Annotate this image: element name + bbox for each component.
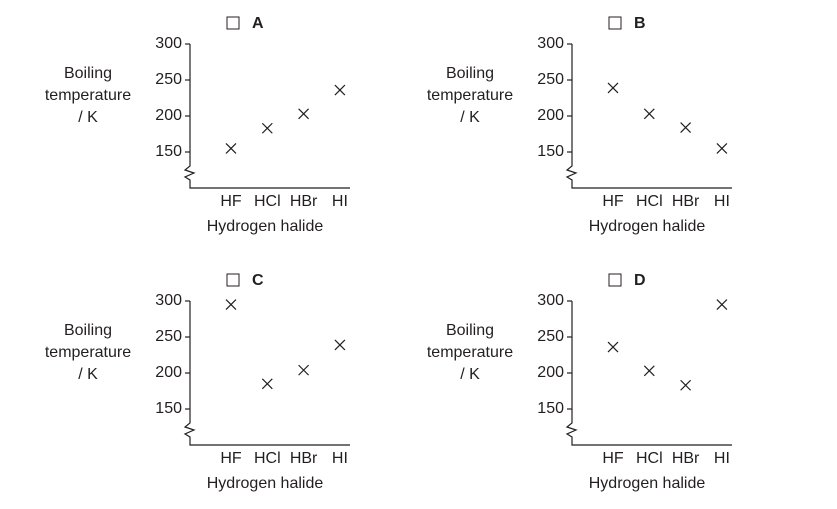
marker bbox=[680, 122, 692, 133]
x-tick-label: HBr bbox=[672, 450, 700, 467]
y-tick-label: 150 bbox=[155, 143, 182, 160]
y-tick-label: 250 bbox=[155, 328, 182, 345]
y-tick-label: 200 bbox=[155, 364, 182, 381]
x-tick-label: HI bbox=[714, 450, 730, 467]
chart-title: B bbox=[634, 15, 646, 32]
x-tick-label: HCl bbox=[636, 450, 663, 467]
x-tick-label: HCl bbox=[254, 193, 281, 210]
y-tick-label: 150 bbox=[537, 143, 564, 160]
y-axis bbox=[183, 301, 350, 446]
y-tick-label: 250 bbox=[155, 71, 182, 88]
x-tick-label: HF bbox=[220, 193, 242, 210]
x-axis-label: Hydrogen halide bbox=[589, 475, 706, 492]
y-axis-label: Boiling temperature / K bbox=[426, 65, 514, 126]
y-tick-label: 250 bbox=[537, 328, 564, 345]
y-tick-label: 300 bbox=[155, 35, 182, 52]
x-tick-label: HCl bbox=[636, 193, 663, 210]
y-tick-label: 200 bbox=[537, 107, 564, 124]
checkbox bbox=[226, 16, 240, 30]
marker bbox=[716, 299, 728, 311]
x-tick-label: HF bbox=[220, 450, 242, 467]
x-tick-label: HBr bbox=[672, 193, 700, 210]
marker bbox=[680, 379, 692, 391]
y-tick-label: 150 bbox=[155, 400, 182, 417]
x-tick-label: HF bbox=[602, 193, 624, 210]
y-axis bbox=[183, 44, 350, 189]
y-tick-label: 300 bbox=[537, 35, 564, 52]
x-tick-label: HI bbox=[332, 450, 348, 467]
x-axis-label: Hydrogen halide bbox=[207, 218, 324, 235]
chart-title: A bbox=[252, 15, 264, 32]
y-tick-label: 300 bbox=[537, 292, 564, 309]
marker bbox=[261, 122, 273, 134]
y-axis bbox=[565, 44, 732, 189]
marker bbox=[643, 365, 655, 377]
checkbox bbox=[608, 16, 622, 30]
y-tick-label: 250 bbox=[537, 71, 564, 88]
marker bbox=[225, 299, 237, 311]
x-axis-label: Hydrogen halide bbox=[589, 218, 706, 235]
y-tick-label: 200 bbox=[537, 364, 564, 381]
y-axis-label: Boiling temperature / K bbox=[44, 322, 132, 383]
checkbox bbox=[608, 273, 622, 287]
x-tick-label: HI bbox=[332, 193, 348, 210]
marker bbox=[298, 364, 310, 376]
marker bbox=[334, 339, 346, 351]
marker bbox=[716, 142, 728, 154]
x-tick-label: HF bbox=[602, 450, 624, 467]
chart-title: D bbox=[634, 272, 646, 289]
x-tick-label: HI bbox=[714, 193, 730, 210]
marker bbox=[225, 142, 237, 154]
chart-title: C bbox=[252, 272, 264, 289]
marker bbox=[261, 378, 273, 390]
x-tick-label: HBr bbox=[290, 450, 318, 467]
marker bbox=[298, 108, 310, 120]
marker bbox=[607, 82, 619, 94]
y-axis-label: Boiling temperature / K bbox=[44, 65, 132, 126]
y-tick-label: 200 bbox=[155, 107, 182, 124]
marker bbox=[607, 341, 619, 353]
y-tick-label: 300 bbox=[155, 292, 182, 309]
marker bbox=[643, 108, 655, 120]
x-tick-label: HCl bbox=[254, 450, 281, 467]
marker bbox=[334, 84, 346, 96]
y-axis-label: Boiling temperature / K bbox=[426, 322, 514, 383]
y-tick-label: 150 bbox=[537, 400, 564, 417]
x-axis-label: Hydrogen halide bbox=[207, 475, 324, 492]
y-axis bbox=[565, 301, 732, 446]
x-tick-label: HBr bbox=[290, 193, 318, 210]
checkbox bbox=[226, 273, 240, 287]
